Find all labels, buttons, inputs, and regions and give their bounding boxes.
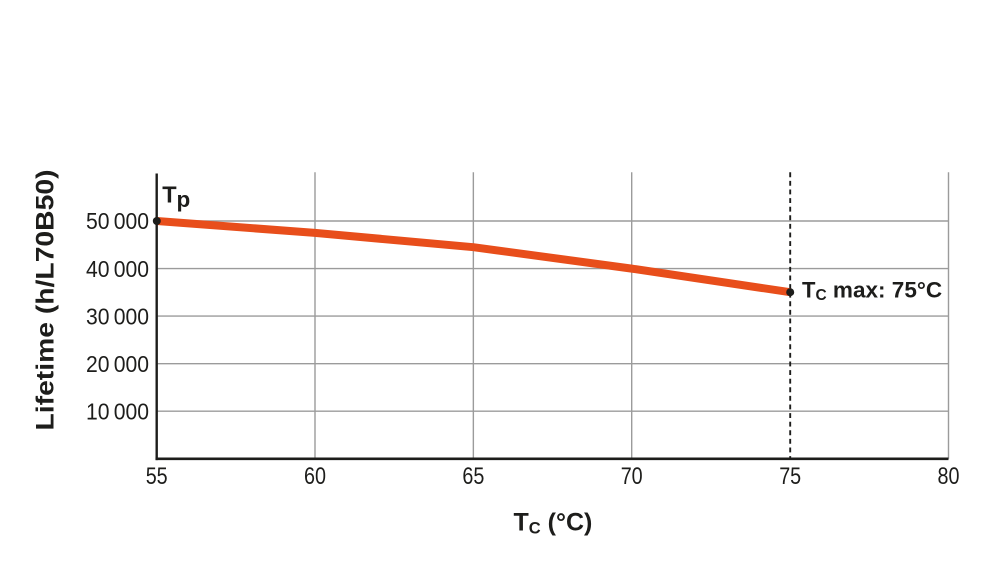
svg-text:40 000: 40 000 xyxy=(86,256,149,282)
svg-text:30 000: 30 000 xyxy=(86,303,149,329)
svg-text:80: 80 xyxy=(938,463,960,490)
svg-text:60: 60 xyxy=(304,463,326,490)
svg-text:Lifetime (h/L70B50): Lifetime (h/L70B50) xyxy=(32,170,60,431)
svg-text:10 000: 10 000 xyxy=(86,398,149,424)
svg-text:65: 65 xyxy=(462,463,484,490)
svg-text:70: 70 xyxy=(621,463,643,490)
svg-text:TC (°C): TC (°C) xyxy=(514,509,593,538)
svg-text:20 000: 20 000 xyxy=(86,351,149,377)
svg-text:50 000: 50 000 xyxy=(86,208,149,234)
svg-text:55: 55 xyxy=(146,463,168,490)
svg-text:Tp: Tp xyxy=(162,182,190,212)
svg-text:75: 75 xyxy=(779,463,801,490)
